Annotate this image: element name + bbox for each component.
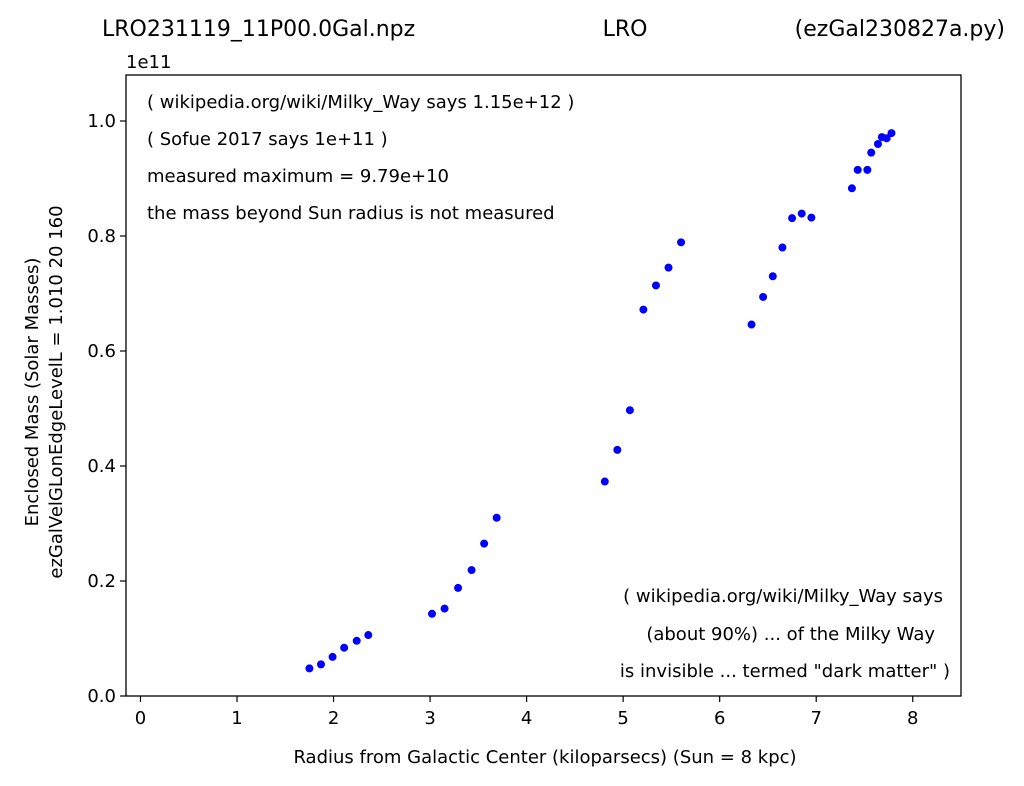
data-point xyxy=(768,272,777,281)
data-point xyxy=(305,664,314,673)
x-tick-label: 8 xyxy=(907,708,918,729)
annotation-wikipedia-mass: ( wikipedia.org/wiki/Milky_Way says 1.15… xyxy=(147,92,574,113)
header-filename: LRO231119_11P00.0Gal.npz xyxy=(102,17,415,42)
data-point xyxy=(492,513,501,522)
data-point xyxy=(316,660,325,669)
x-tick-label: 6 xyxy=(714,708,725,729)
y-offset-label: 1e11 xyxy=(126,52,171,73)
annotation-sofue: ( Sofue 2017 says 1e+11 ) xyxy=(147,129,388,150)
annotation-measured-max: measured maximum = 9.79e+10 xyxy=(147,166,449,187)
y-axis-label-line2: ezGalVelGLonEdgeLevelL = 1.010 20 160 xyxy=(46,205,67,578)
x-tick-label: 7 xyxy=(810,708,821,729)
y-tick-label: 0.2 xyxy=(87,571,116,592)
x-tick-label: 1 xyxy=(231,708,242,729)
data-point xyxy=(863,165,872,174)
y-tick-label: 0.6 xyxy=(87,341,116,362)
x-tick-label: 2 xyxy=(328,708,339,729)
data-point xyxy=(440,604,449,613)
data-point xyxy=(639,305,648,314)
data-point xyxy=(364,631,373,640)
data-point xyxy=(328,652,337,661)
data-point xyxy=(664,263,673,272)
data-point xyxy=(847,184,856,193)
data-point xyxy=(797,209,806,218)
data-point xyxy=(759,292,768,301)
ticks-layer: 0 1 2 3 4 5 6 7 8 0.0 0.2 0.4 0.6 0.8 1.0 xyxy=(87,111,918,729)
y-tick-label: 0.8 xyxy=(87,226,116,247)
data-point xyxy=(625,406,634,415)
x-tick-label: 4 xyxy=(521,708,532,729)
points-layer xyxy=(305,129,896,673)
x-axis-label: Radius from Galactic Center (kiloparsecs… xyxy=(293,747,796,768)
data-point xyxy=(600,477,609,486)
header-center-label: LRO xyxy=(603,17,648,42)
data-point xyxy=(867,148,876,157)
data-point xyxy=(340,643,349,652)
data-point xyxy=(428,609,437,618)
data-point xyxy=(480,539,489,548)
data-point xyxy=(467,566,476,575)
annotation-beyond-sun: the mass beyond Sun radius is not measur… xyxy=(147,203,555,224)
data-point xyxy=(873,140,882,148)
data-point xyxy=(882,134,891,143)
data-point xyxy=(887,129,896,138)
data-point xyxy=(677,238,686,247)
data-point xyxy=(778,243,787,252)
header-script-name: (ezGal230827a.py) xyxy=(795,17,1005,42)
annotation-dark-matter-1: ( wikipedia.org/wiki/Milky_Way says xyxy=(623,586,943,607)
annotation-dark-matter-3: is invisible ... termed "dark matter" ) xyxy=(620,661,950,682)
data-point xyxy=(651,281,660,290)
data-point xyxy=(788,214,797,223)
x-tick-label: 5 xyxy=(617,708,628,729)
y-tick-label: 0.4 xyxy=(87,456,116,477)
x-tick-label: 0 xyxy=(135,708,146,729)
data-point xyxy=(454,583,463,592)
data-point xyxy=(613,445,622,454)
plot-frame xyxy=(125,74,962,697)
data-point xyxy=(853,165,862,174)
annotation-dark-matter-2: (about 90%) ... of the Milky Way xyxy=(646,624,935,645)
y-axis-label-line1: Enclosed Mass (Solar Masses) xyxy=(22,258,43,527)
x-tick-label: 3 xyxy=(424,708,435,729)
y-tick-label: 1.0 xyxy=(87,111,116,132)
data-point xyxy=(352,636,361,645)
data-point xyxy=(747,320,756,329)
data-point xyxy=(807,213,816,222)
y-tick-label: 0.0 xyxy=(87,686,116,707)
